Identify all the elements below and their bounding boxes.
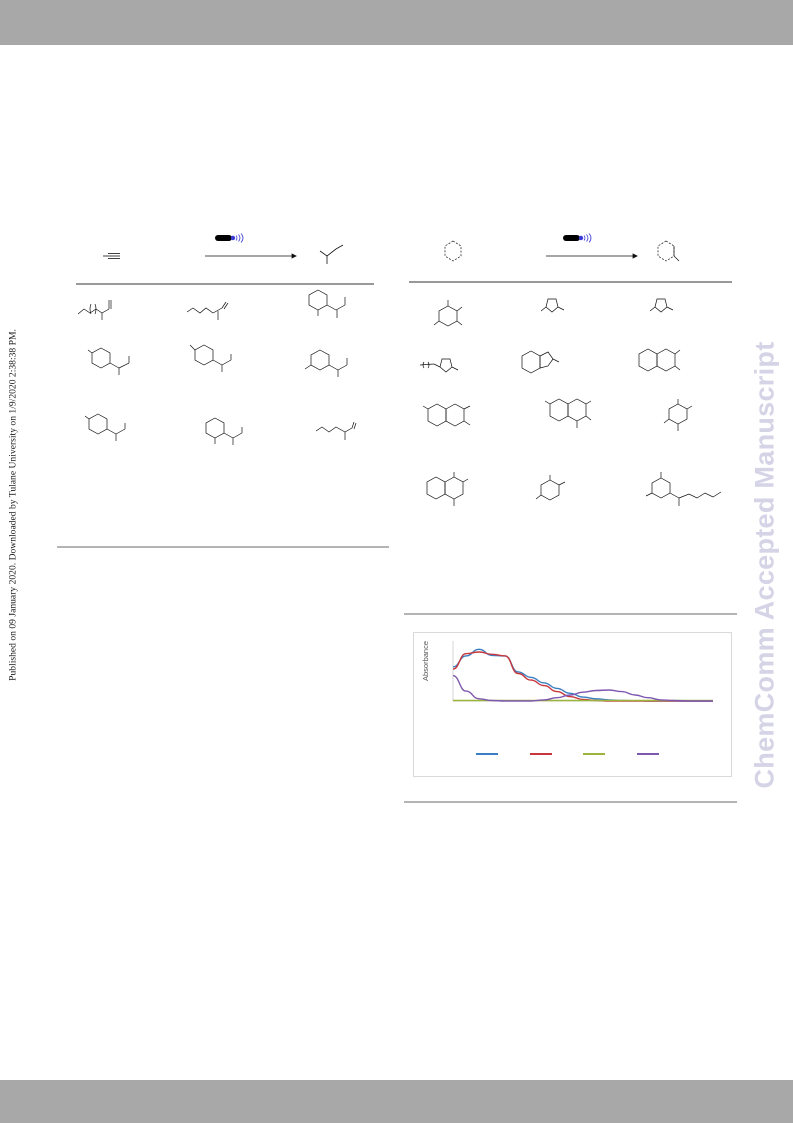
series-line-2 — [452, 651, 713, 702]
series-line-1 — [452, 648, 713, 702]
y-axis-label: Absorbance — [421, 641, 430, 681]
bottom-band — [0, 1080, 793, 1123]
top-band — [0, 0, 793, 45]
series-line-4 — [452, 675, 713, 702]
